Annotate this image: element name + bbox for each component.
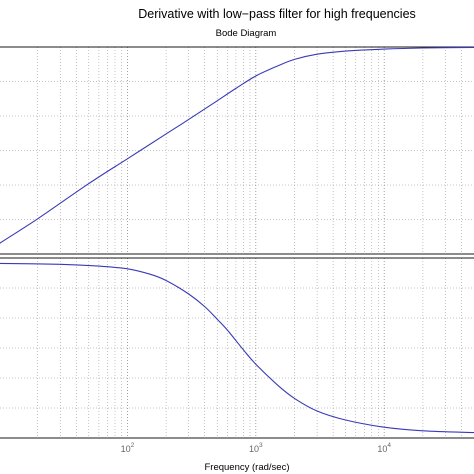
magnitude-series-line bbox=[0, 46, 474, 244]
phase-panel bbox=[0, 257, 474, 439]
axes-frame bbox=[0, 46, 474, 255]
chart-title: Derivative with low−pass filter for high… bbox=[138, 7, 416, 21]
x-tick-label: 103 bbox=[249, 442, 263, 454]
phase-series-line bbox=[0, 262, 474, 434]
x-axis-label: Frequency (rad/sec) bbox=[204, 462, 289, 473]
x-tick-labels: 102 103 104 bbox=[121, 442, 392, 454]
x-tick-label: 102 bbox=[121, 442, 135, 454]
x-tick-label: 104 bbox=[377, 442, 391, 454]
axes-frame bbox=[0, 257, 474, 439]
chart-subtitle: Bode Diagram bbox=[216, 28, 277, 39]
magnitude-panel bbox=[0, 46, 474, 255]
